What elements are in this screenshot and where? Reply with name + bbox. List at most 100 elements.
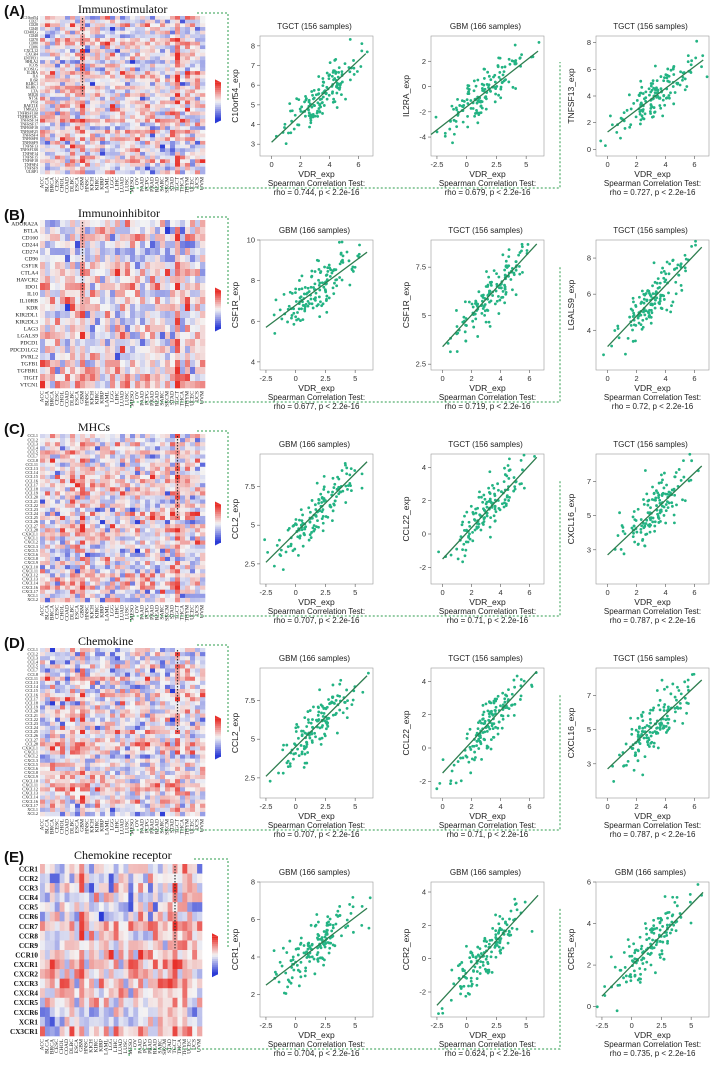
heatmap-col-label: UCEC bbox=[190, 391, 196, 406]
heatmap-cell bbox=[120, 100, 126, 105]
heatmap-cell bbox=[50, 540, 56, 545]
heatmap-col-label: PAAD bbox=[140, 391, 146, 406]
heatmap-cell bbox=[110, 104, 116, 109]
heatmap-cell bbox=[200, 162, 206, 167]
x-tick-label: 2 bbox=[634, 160, 638, 169]
heatmap-cell bbox=[155, 140, 161, 145]
heatmap-row-label: CD244 bbox=[22, 242, 38, 248]
data-point bbox=[665, 308, 669, 312]
heatmap-cell bbox=[165, 532, 171, 537]
heatmap-cell bbox=[200, 346, 206, 354]
heatmap-cell bbox=[75, 450, 81, 455]
heatmap-cell bbox=[190, 93, 196, 98]
heatmap-cell bbox=[90, 104, 96, 109]
heatmap-cell bbox=[100, 470, 106, 476]
heatmap-cell bbox=[60, 255, 66, 263]
heatmap-cell bbox=[120, 118, 126, 123]
heatmap-cell bbox=[200, 63, 206, 68]
heatmap-cell bbox=[145, 491, 151, 496]
heatmap-cell bbox=[75, 111, 81, 116]
heatmap-cell bbox=[190, 283, 196, 291]
heatmap-cell bbox=[200, 115, 206, 120]
data-point bbox=[452, 107, 455, 111]
heatmap-cell bbox=[200, 290, 206, 298]
heatmap-cell bbox=[65, 360, 71, 368]
heatmap-cell bbox=[165, 133, 171, 138]
heatmap-cell bbox=[65, 129, 71, 134]
heatmap-cell bbox=[125, 569, 131, 574]
heatmap-cell bbox=[185, 140, 191, 145]
data-point bbox=[514, 268, 518, 272]
heatmap-cell bbox=[195, 255, 201, 263]
data-point bbox=[665, 96, 669, 100]
heatmap-cell bbox=[135, 144, 141, 149]
heatmap-cell bbox=[160, 528, 166, 533]
heatmap-cell bbox=[145, 565, 151, 570]
scatter-frame bbox=[430, 239, 545, 371]
heatmap-cell bbox=[190, 118, 196, 123]
legend-swatch bbox=[215, 319, 221, 322]
heatmap-cell bbox=[120, 360, 126, 368]
heatmap-cell bbox=[140, 462, 146, 468]
heatmap-cell bbox=[55, 227, 61, 235]
heatmap-row-label: HHLA2 bbox=[25, 60, 38, 64]
data-point bbox=[311, 112, 315, 116]
heatmap-cell bbox=[150, 122, 156, 127]
heatmap-cell bbox=[195, 470, 201, 476]
heatmap-cell bbox=[100, 241, 106, 249]
heatmap-cell bbox=[165, 573, 171, 578]
heatmap-cell bbox=[150, 89, 156, 94]
heatmap-cell bbox=[155, 339, 161, 347]
data-point bbox=[648, 293, 652, 297]
data-point bbox=[639, 79, 643, 83]
heatmap-cell bbox=[90, 67, 96, 72]
heatmap-cell bbox=[125, 115, 131, 120]
heatmap-cell bbox=[45, 34, 51, 39]
heatmap-cell bbox=[160, 74, 166, 79]
heatmap-cell bbox=[45, 71, 51, 76]
heatmap-cell bbox=[195, 144, 201, 149]
data-point bbox=[475, 109, 478, 112]
heatmap-row-label: KLRK1 bbox=[26, 86, 38, 90]
data-point bbox=[666, 67, 670, 71]
heatmap-cell bbox=[140, 115, 146, 120]
heatmap-cell bbox=[100, 434, 106, 439]
heatmap-cell bbox=[190, 479, 196, 484]
heatmap-cell bbox=[105, 360, 111, 368]
heatmap-cell bbox=[105, 227, 111, 235]
heatmap-cell bbox=[65, 438, 71, 443]
heatmap-cell bbox=[40, 483, 46, 488]
heatmap-cell bbox=[150, 540, 156, 545]
heatmap-cell bbox=[70, 442, 76, 447]
heatmap-cell bbox=[195, 495, 201, 500]
heatmap-cell bbox=[45, 297, 51, 305]
heatmap-cell bbox=[45, 45, 51, 50]
data-point bbox=[473, 302, 477, 305]
heatmap-cell bbox=[145, 532, 151, 537]
data-point bbox=[443, 134, 447, 138]
x-tick-label: 4 bbox=[327, 160, 331, 169]
x-tick-label: 6 bbox=[356, 160, 360, 169]
heatmap-cell bbox=[110, 162, 116, 167]
heatmap-cell bbox=[55, 60, 61, 65]
data-point bbox=[466, 115, 469, 118]
heatmap-cell bbox=[115, 49, 121, 54]
heatmap-cell bbox=[185, 89, 191, 94]
heatmap-cell bbox=[115, 133, 121, 138]
heatmap-cell bbox=[85, 438, 91, 443]
heatmap-cell bbox=[90, 78, 96, 83]
heatmap-cell bbox=[135, 34, 141, 39]
heatmap-cell bbox=[50, 311, 56, 319]
heatmap-cell bbox=[200, 581, 206, 586]
heatmap-cell bbox=[105, 140, 111, 145]
heatmap-cell bbox=[165, 503, 171, 509]
heatmap-cell bbox=[120, 16, 126, 20]
heatmap-cell bbox=[175, 115, 181, 120]
heatmap-cell bbox=[170, 49, 176, 54]
data-point bbox=[609, 114, 612, 118]
heatmap-cell bbox=[155, 30, 161, 35]
heatmap-cell bbox=[130, 74, 136, 79]
heatmap-cell bbox=[200, 56, 206, 61]
data-point bbox=[263, 538, 267, 542]
heatmap-cell bbox=[55, 597, 61, 603]
